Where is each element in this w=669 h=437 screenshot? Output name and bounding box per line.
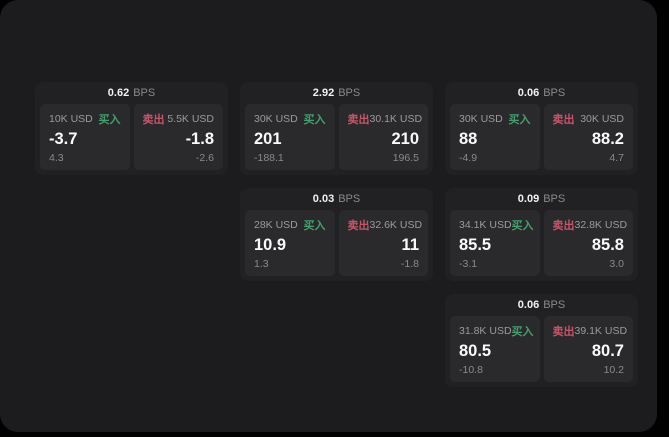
spread-unit-label: BPS xyxy=(338,87,361,99)
buy-panel[interactable]: 31.8K USD 买入 80.5 -10.8 xyxy=(450,316,540,382)
quote-card: 0.62 BPS 10K USD 买入 -3.7 4.3 卖出 5.5K USD… xyxy=(35,82,228,175)
sell-price: 11 xyxy=(401,236,419,255)
quote-card: 2.92 BPS 30K USD 买入 201 -188.1 卖出 30.1K … xyxy=(240,82,433,175)
spread-header: 0.03 BPS xyxy=(245,188,428,210)
spread-value: 2.92 xyxy=(312,87,335,99)
quote-body: 31.8K USD 买入 80.5 -10.8 卖出 39.1K USD 80.… xyxy=(450,316,633,382)
buy-amount: 31.8K USD xyxy=(459,325,512,337)
spread-value: 0.09 xyxy=(517,193,540,205)
sell-price: 85.8 xyxy=(591,236,624,255)
sell-price: -1.8 xyxy=(185,130,214,149)
buy-panel[interactable]: 34.1K USD 买入 85.5 -3.1 xyxy=(450,210,540,276)
sell-panel[interactable]: 卖出 30.1K USD 210 196.5 xyxy=(338,104,428,170)
sell-subvalue: 10.2 xyxy=(603,364,624,376)
spread-header: 0.06 BPS xyxy=(450,294,633,316)
sell-button[interactable]: 卖出 xyxy=(142,114,165,126)
spread-unit-label: BPS xyxy=(338,193,361,205)
sell-button[interactable]: 卖出 xyxy=(552,220,575,232)
spread-unit-label: BPS xyxy=(133,87,156,99)
sell-subvalue: -1.8 xyxy=(400,258,419,270)
quote-body: 28K USD 买入 10.9 1.3 卖出 32.6K USD 11 -1.8 xyxy=(245,210,428,276)
buy-subvalue: 1.3 xyxy=(254,258,269,270)
buy-subvalue: -3.1 xyxy=(459,258,478,270)
sell-price: 210 xyxy=(391,130,419,149)
buy-amount: 30K USD xyxy=(254,113,298,125)
buy-subvalue: -4.9 xyxy=(459,152,478,164)
sell-button[interactable]: 卖出 xyxy=(552,326,575,338)
sell-button[interactable]: 卖出 xyxy=(347,220,370,232)
spread-header: 2.92 BPS xyxy=(245,82,428,104)
sell-panel[interactable]: 卖出 39.1K USD 80.7 10.2 xyxy=(543,316,633,382)
spread-unit-label: BPS xyxy=(543,87,566,99)
spread-value: 0.62 xyxy=(107,87,130,99)
spread-header: 0.62 BPS xyxy=(40,82,223,104)
buy-price: 88 xyxy=(459,130,478,149)
buy-price: 10.9 xyxy=(254,236,287,255)
buy-amount: 10K USD xyxy=(49,113,93,125)
sell-button[interactable]: 卖出 xyxy=(552,114,575,126)
sell-subvalue: -2.6 xyxy=(195,152,214,164)
buy-panel[interactable]: 30K USD 买入 88 -4.9 xyxy=(450,104,540,170)
buy-button[interactable]: 买入 xyxy=(98,114,121,126)
quote-card: 0.03 BPS 28K USD 买入 10.9 1.3 卖出 32.6K US… xyxy=(240,188,433,281)
quote-body: 30K USD 买入 201 -188.1 卖出 30.1K USD 210 1… xyxy=(245,104,428,170)
spread-header: 0.09 BPS xyxy=(450,188,633,210)
quote-body: 30K USD 买入 88 -4.9 卖出 30K USD 88.2 4.7 xyxy=(450,104,633,170)
quote-card: 0.06 BPS 30K USD 买入 88 -4.9 卖出 30K USD 8… xyxy=(445,82,638,175)
buy-button[interactable]: 买入 xyxy=(508,114,531,126)
sell-subvalue: 4.7 xyxy=(609,152,624,164)
sell-subvalue: 196.5 xyxy=(392,152,419,164)
buy-button[interactable]: 买入 xyxy=(511,220,534,232)
sell-amount: 30.1K USD xyxy=(369,113,423,125)
quote-body: 10K USD 买入 -3.7 4.3 卖出 5.5K USD -1.8 -2.… xyxy=(40,104,223,170)
sell-panel[interactable]: 卖出 30K USD 88.2 4.7 xyxy=(543,104,633,170)
quote-card: 0.06 BPS 31.8K USD 买入 80.5 -10.8 卖出 39.1… xyxy=(445,294,638,387)
sell-amount: 5.5K USD xyxy=(167,113,214,125)
buy-panel[interactable]: 28K USD 买入 10.9 1.3 xyxy=(245,210,335,276)
spread-value: 0.06 xyxy=(517,299,540,311)
buy-button[interactable]: 买入 xyxy=(511,326,534,338)
sell-price: 80.7 xyxy=(591,342,624,361)
sell-panel[interactable]: 卖出 32.6K USD 11 -1.8 xyxy=(338,210,428,276)
sell-amount: 32.6K USD xyxy=(369,219,423,231)
sell-amount: 30K USD xyxy=(580,113,624,125)
spread-header: 0.06 BPS xyxy=(450,82,633,104)
sell-amount: 32.8K USD xyxy=(574,219,628,231)
buy-price: 85.5 xyxy=(459,236,492,255)
buy-amount: 30K USD xyxy=(459,113,503,125)
buy-price: -3.7 xyxy=(49,130,78,149)
buy-subvalue: -188.1 xyxy=(254,152,284,164)
sell-panel[interactable]: 卖出 32.8K USD 85.8 3.0 xyxy=(543,210,633,276)
quote-body: 34.1K USD 买入 85.5 -3.1 卖出 32.8K USD 85.8… xyxy=(450,210,633,276)
spread-unit-label: BPS xyxy=(543,299,566,311)
buy-button[interactable]: 买入 xyxy=(303,220,326,232)
buy-panel[interactable]: 30K USD 买入 201 -188.1 xyxy=(245,104,335,170)
buy-panel[interactable]: 10K USD 买入 -3.7 4.3 xyxy=(40,104,130,170)
buy-amount: 28K USD xyxy=(254,219,298,231)
buy-price: 201 xyxy=(254,130,282,149)
buy-subvalue: 4.3 xyxy=(49,152,64,164)
buy-price: 80.5 xyxy=(459,342,492,361)
sell-price: 88.2 xyxy=(591,130,624,149)
buy-button[interactable]: 买入 xyxy=(303,114,326,126)
spread-unit-label: BPS xyxy=(543,193,566,205)
sell-subvalue: 3.0 xyxy=(609,258,624,270)
spread-value: 0.03 xyxy=(312,193,335,205)
sell-panel[interactable]: 卖出 5.5K USD -1.8 -2.6 xyxy=(133,104,223,170)
sell-amount: 39.1K USD xyxy=(574,325,628,337)
buy-subvalue: -10.8 xyxy=(459,364,483,376)
app-window: 0.62 BPS 10K USD 买入 -3.7 4.3 卖出 5.5K USD… xyxy=(0,0,657,432)
quote-card: 0.09 BPS 34.1K USD 买入 85.5 -3.1 卖出 32.8K… xyxy=(445,188,638,281)
spread-value: 0.06 xyxy=(517,87,540,99)
buy-amount: 34.1K USD xyxy=(459,219,512,231)
sell-button[interactable]: 卖出 xyxy=(347,114,370,126)
